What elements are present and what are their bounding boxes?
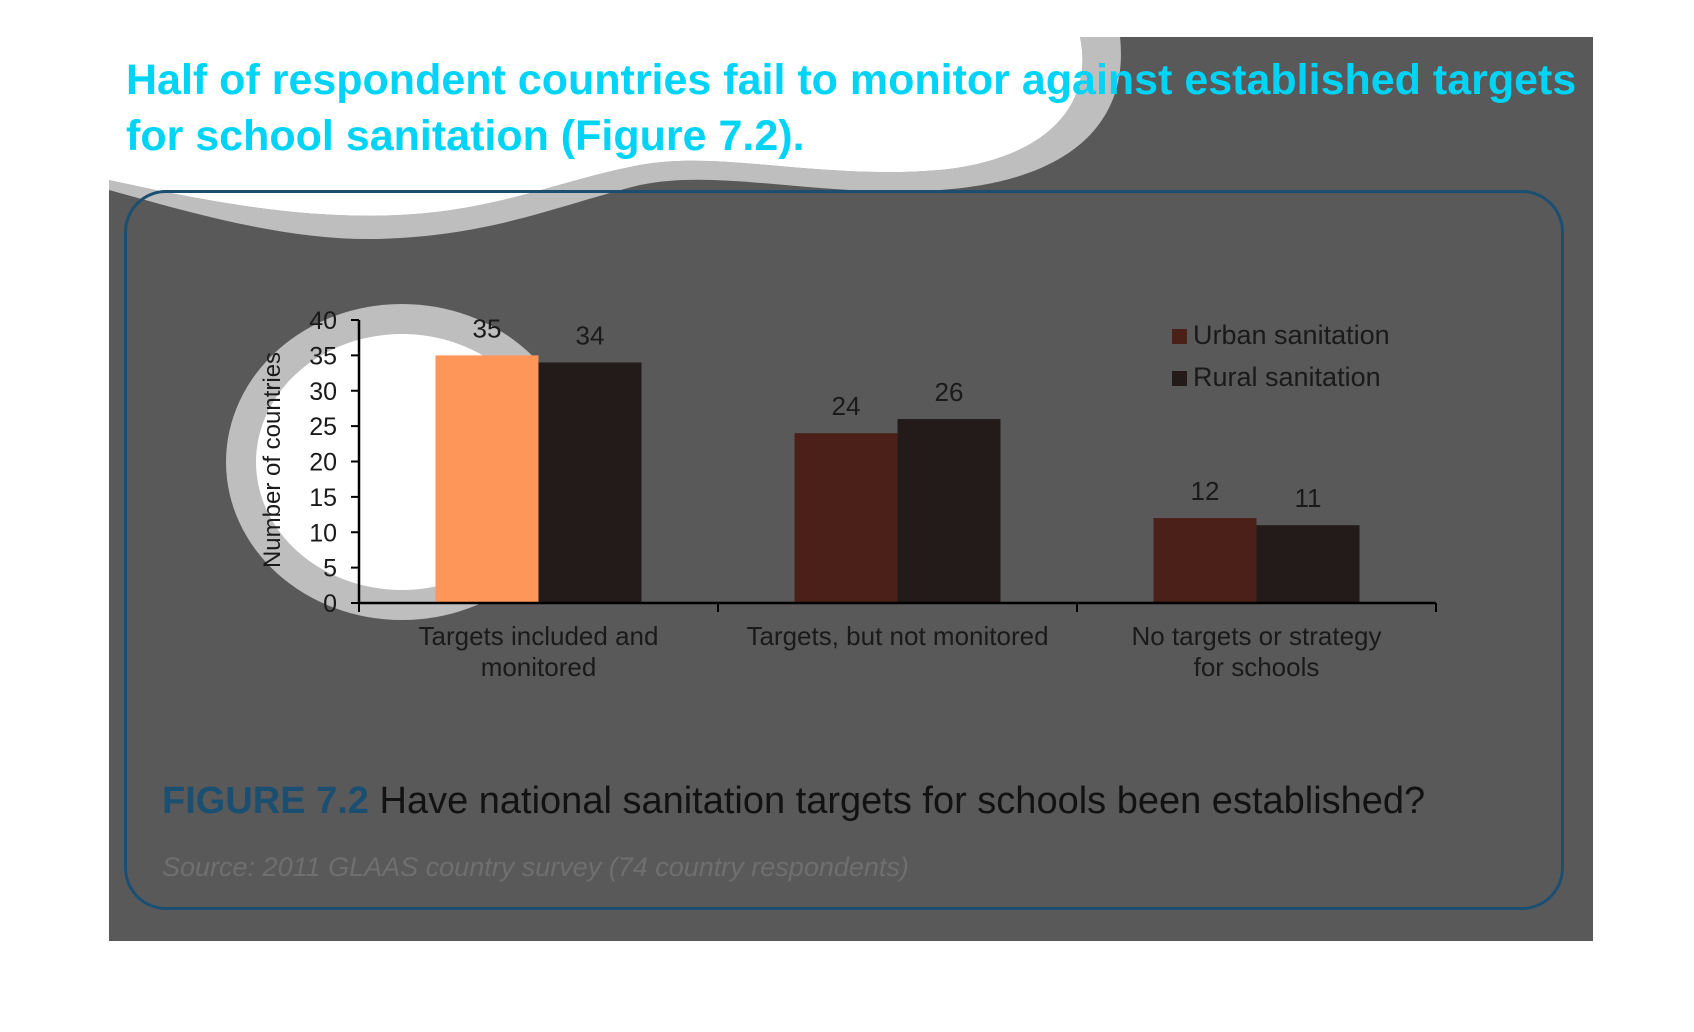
- bar-rural-1: [897, 419, 1001, 603]
- category-label-1: Targets, but not monitored: [746, 621, 1048, 651]
- figure-label: FIGURE 7.2: [162, 780, 369, 822]
- value-label-urban-1: 24: [832, 391, 861, 421]
- legend-swatch-1: [1172, 371, 1187, 386]
- category-label-0: Targets included and monitored: [419, 621, 659, 682]
- y-tick-label-0: 0: [323, 590, 337, 618]
- figure-source: Source: 2011 GLAAS country survey (74 co…: [162, 852, 909, 882]
- legend-label-0: Urban sanitation: [1193, 320, 1390, 350]
- y-tick-label-25: 25: [309, 413, 337, 441]
- legend-swatch-0: [1172, 329, 1187, 344]
- y-tick-label-5: 5: [323, 555, 337, 583]
- y-tick-label-30: 30: [309, 378, 337, 406]
- value-label-urban-2: 12: [1191, 476, 1220, 506]
- bars-group: [435, 355, 1360, 603]
- value-label-rural-2: 11: [1295, 483, 1322, 513]
- headline: Half of respondent countries fail to mon…: [126, 56, 1577, 160]
- y-tick-label-15: 15: [309, 484, 337, 512]
- legend-label-1: Rural sanitation: [1193, 362, 1381, 392]
- bar-rural-2: [1256, 525, 1360, 603]
- bar-urban-0: [435, 355, 539, 603]
- wave-grey-band: [109, 37, 1121, 240]
- y-tick-label-10: 10: [309, 519, 337, 547]
- bar-urban-2: [1153, 518, 1257, 603]
- bar-urban-1: [794, 433, 898, 603]
- bar-rural-0: [538, 362, 642, 603]
- y-tick-label-20: 20: [309, 449, 337, 477]
- value-label-rural-1: 26: [935, 377, 964, 407]
- y-tick-label-40: 40: [309, 307, 337, 335]
- category-label-2: No targets or strategy for schools: [1132, 621, 1382, 682]
- figure-caption: FIGURE 7.2 Have national sanitation targ…: [162, 780, 1425, 823]
- value-labels: 35 34 24 26 12 11: [473, 313, 1322, 513]
- y-axis-label: Number of countries: [259, 352, 286, 568]
- wave-white-band: [109, 37, 1083, 216]
- y-tick-label-35: 35: [309, 342, 337, 370]
- value-label-rural-0: 34: [576, 320, 605, 350]
- figure-caption-text: Have national sanitation targets for sch…: [379, 780, 1426, 822]
- legend: Urban sanitation Rural sanitation: [1172, 320, 1390, 392]
- axes: 0 5 10 15 20 25 30 35 40 Targets included and moni…: [259, 307, 1437, 682]
- figure-frame: [124, 190, 1564, 910]
- value-label-urban-0: 35: [473, 313, 502, 343]
